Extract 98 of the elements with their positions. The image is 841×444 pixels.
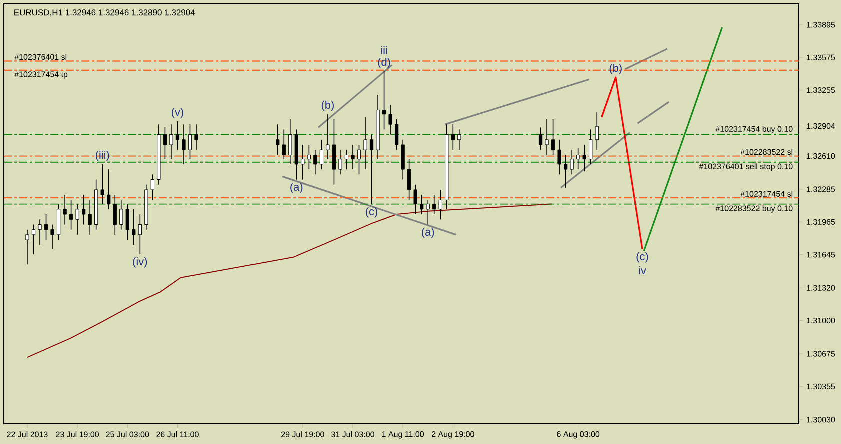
annotation: (v)	[172, 108, 184, 118]
annotation: iv	[639, 266, 646, 274]
candlestick	[545, 119, 549, 156]
candlestick	[570, 150, 574, 176]
candlestick	[126, 204, 130, 240]
candlestick	[551, 119, 556, 156]
ref-line-label: #102317454 tp	[14, 72, 68, 79]
candlestick	[32, 224, 36, 255]
candlestick	[370, 134, 374, 205]
candlestick	[338, 150, 342, 176]
annotation: (a)	[422, 228, 434, 238]
candlestick	[100, 164, 104, 205]
ref-line-label: #102376401 sl	[14, 54, 67, 60]
y-tick-label: 1.33895	[807, 22, 836, 28]
x-tick-label: 23 Jul 19:00	[56, 432, 100, 438]
candlestick	[50, 224, 54, 250]
candlestick	[394, 119, 399, 151]
candlestick	[26, 229, 30, 265]
x-tick-label: 22 Jul 2013	[7, 432, 48, 438]
candlestick	[388, 104, 392, 136]
candlestick	[438, 190, 442, 220]
y-tick-label: 1.32610	[807, 153, 836, 160]
candlestick	[576, 148, 580, 170]
candlestick	[351, 144, 355, 170]
candlestick	[320, 140, 324, 170]
candlestick	[314, 150, 318, 176]
candlestick	[382, 71, 386, 130]
annotation: (c)	[366, 207, 378, 218]
candlestick	[432, 194, 436, 215]
candlestick	[107, 169, 111, 210]
candlestick	[63, 194, 67, 226]
candlestick	[420, 194, 424, 215]
ref-line-label: #102376401 sell stop 0.10	[699, 164, 793, 172]
candlestick	[82, 194, 86, 226]
candlestick	[282, 129, 286, 160]
candlestick	[188, 124, 192, 160]
candlestick	[170, 124, 174, 160]
annotation: (b)	[322, 100, 334, 112]
candlestick	[564, 154, 568, 188]
candlestick	[326, 114, 330, 160]
x-tick-label: 29 Jul 19:00	[282, 432, 324, 438]
candlestick	[182, 124, 186, 165]
y-tick-label: 1.32904	[807, 123, 836, 130]
y-tick-label: 1.31000	[807, 318, 836, 324]
x-tick-label: 31 Jul 03:00	[331, 432, 374, 438]
candlestick	[276, 124, 280, 156]
candlestick	[138, 214, 142, 255]
candlestick	[307, 144, 311, 170]
annotation: (a)	[290, 182, 303, 194]
candlestick	[364, 117, 368, 170]
text: EURUSD,H1 1.32946 1.32946 1.32890 1.32904	[14, 10, 196, 17]
candlestick	[113, 194, 117, 236]
candlestick	[132, 208, 136, 246]
y-tick-label: 1.32285	[807, 186, 836, 192]
candlestick	[38, 219, 42, 246]
candlestick	[589, 129, 593, 165]
x-tick-label: 2 Aug 19:00	[432, 432, 474, 439]
candlestick	[150, 174, 154, 201]
y-tick-label: 1.33255	[807, 88, 836, 94]
candlestick	[538, 127, 543, 151]
candlestick	[88, 200, 92, 236]
candlestick	[163, 127, 168, 160]
candlestick	[426, 200, 430, 226]
candlestick	[408, 158, 412, 201]
ref-line-label: #102283522 sl	[740, 149, 793, 156]
candlestick	[44, 214, 48, 240]
candlestick	[288, 119, 292, 165]
candlestick	[357, 144, 362, 176]
annotation: (c)	[636, 252, 648, 263]
candlestick	[582, 144, 586, 172]
candlestick	[76, 204, 80, 236]
candlestick	[69, 200, 74, 230]
y-tick-label: 1.33575	[807, 54, 836, 60]
x-tick-label: 1 Aug 11:00	[382, 432, 424, 439]
candlestick	[120, 200, 124, 230]
y-tick-label: 1.31965	[807, 219, 836, 225]
x-tick-label: 25 Jul 03:00	[106, 432, 150, 438]
candlestick	[414, 184, 418, 215]
candlestick	[194, 124, 198, 151]
candlestick	[458, 129, 462, 151]
candlestick	[451, 124, 455, 151]
candlestick	[176, 121, 180, 151]
ref-line-label: #102283522 buy 0.10	[716, 205, 793, 213]
x-tick-label: 26 Jul 11:00	[156, 432, 199, 438]
x-tick-label: 6 Aug 03:00	[557, 432, 600, 439]
y-tick-label: 1.30030	[807, 417, 836, 423]
ref-line-label: #102317454 sl	[740, 191, 793, 197]
annotation: (iv)	[133, 258, 148, 268]
candlestick	[301, 144, 305, 180]
annotation: iii	[381, 46, 388, 54]
candlestick	[344, 150, 349, 170]
ref-line-label: #102317454 buy 0.10	[716, 126, 793, 134]
y-tick-label: 1.30355	[807, 384, 836, 390]
y-tick-label: 1.31645	[807, 252, 836, 258]
y-tick-label: 1.31320	[807, 285, 836, 291]
candlestick	[595, 112, 599, 151]
candlestick	[558, 140, 562, 176]
y-tick-label: 1.30675	[807, 351, 836, 357]
